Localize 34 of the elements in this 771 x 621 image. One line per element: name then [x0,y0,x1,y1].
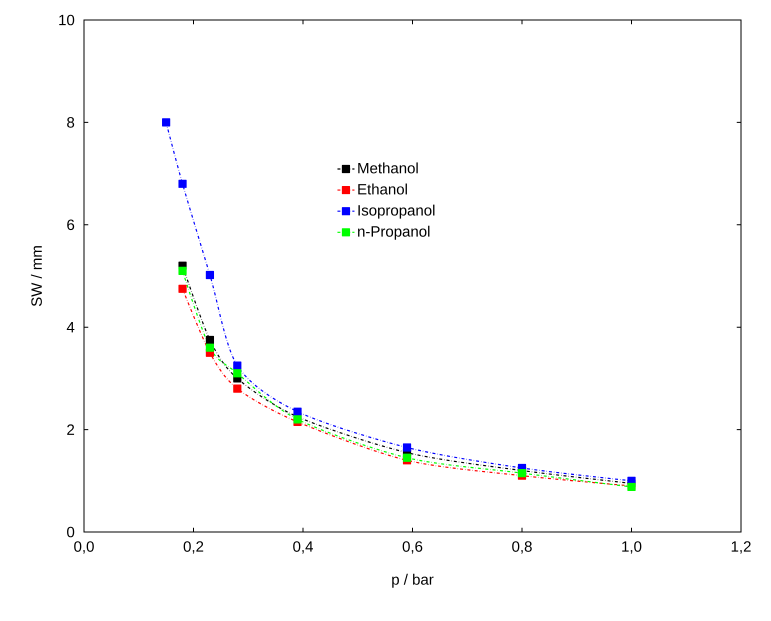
point [178,284,187,293]
legend-label: Methanol [358,162,418,174]
x-tick-label: 0,0 [74,541,94,554]
x-tick-label: 1,2 [732,541,751,554]
y-tick-label: 4 [66,322,74,332]
x-tick-label: 0,4 [293,541,313,554]
y-tick-label: 0 [67,526,74,538]
point [402,454,412,462]
x-tick-label: 0,6 [402,541,422,554]
point [518,469,526,478]
point [206,270,214,280]
y-tick-label: 10 [59,14,74,26]
point [178,180,187,188]
legend-label: n-Propanol [358,226,430,240]
point [178,266,187,275]
legend-label: Isopropanol [358,204,434,219]
x-tick-label: 0,8 [512,541,532,554]
legend-label: Ethanol [358,184,407,195]
y-tick-label: 6 [67,219,74,230]
point [233,384,242,393]
point [293,415,302,424]
point [402,443,412,452]
point [233,369,242,378]
x-tick-label: 0,2 [184,541,204,554]
point [206,344,214,352]
point [162,118,170,126]
point [233,362,242,370]
y-tick-label: 2 [67,424,74,435]
point [206,336,214,344]
x-axis-title: p / bar [392,574,434,588]
y-axis-title: SW / mm [30,246,42,306]
point [293,408,302,416]
y-tick-label: 8 [67,117,74,128]
x-tick-label: 1,0 [622,541,642,554]
